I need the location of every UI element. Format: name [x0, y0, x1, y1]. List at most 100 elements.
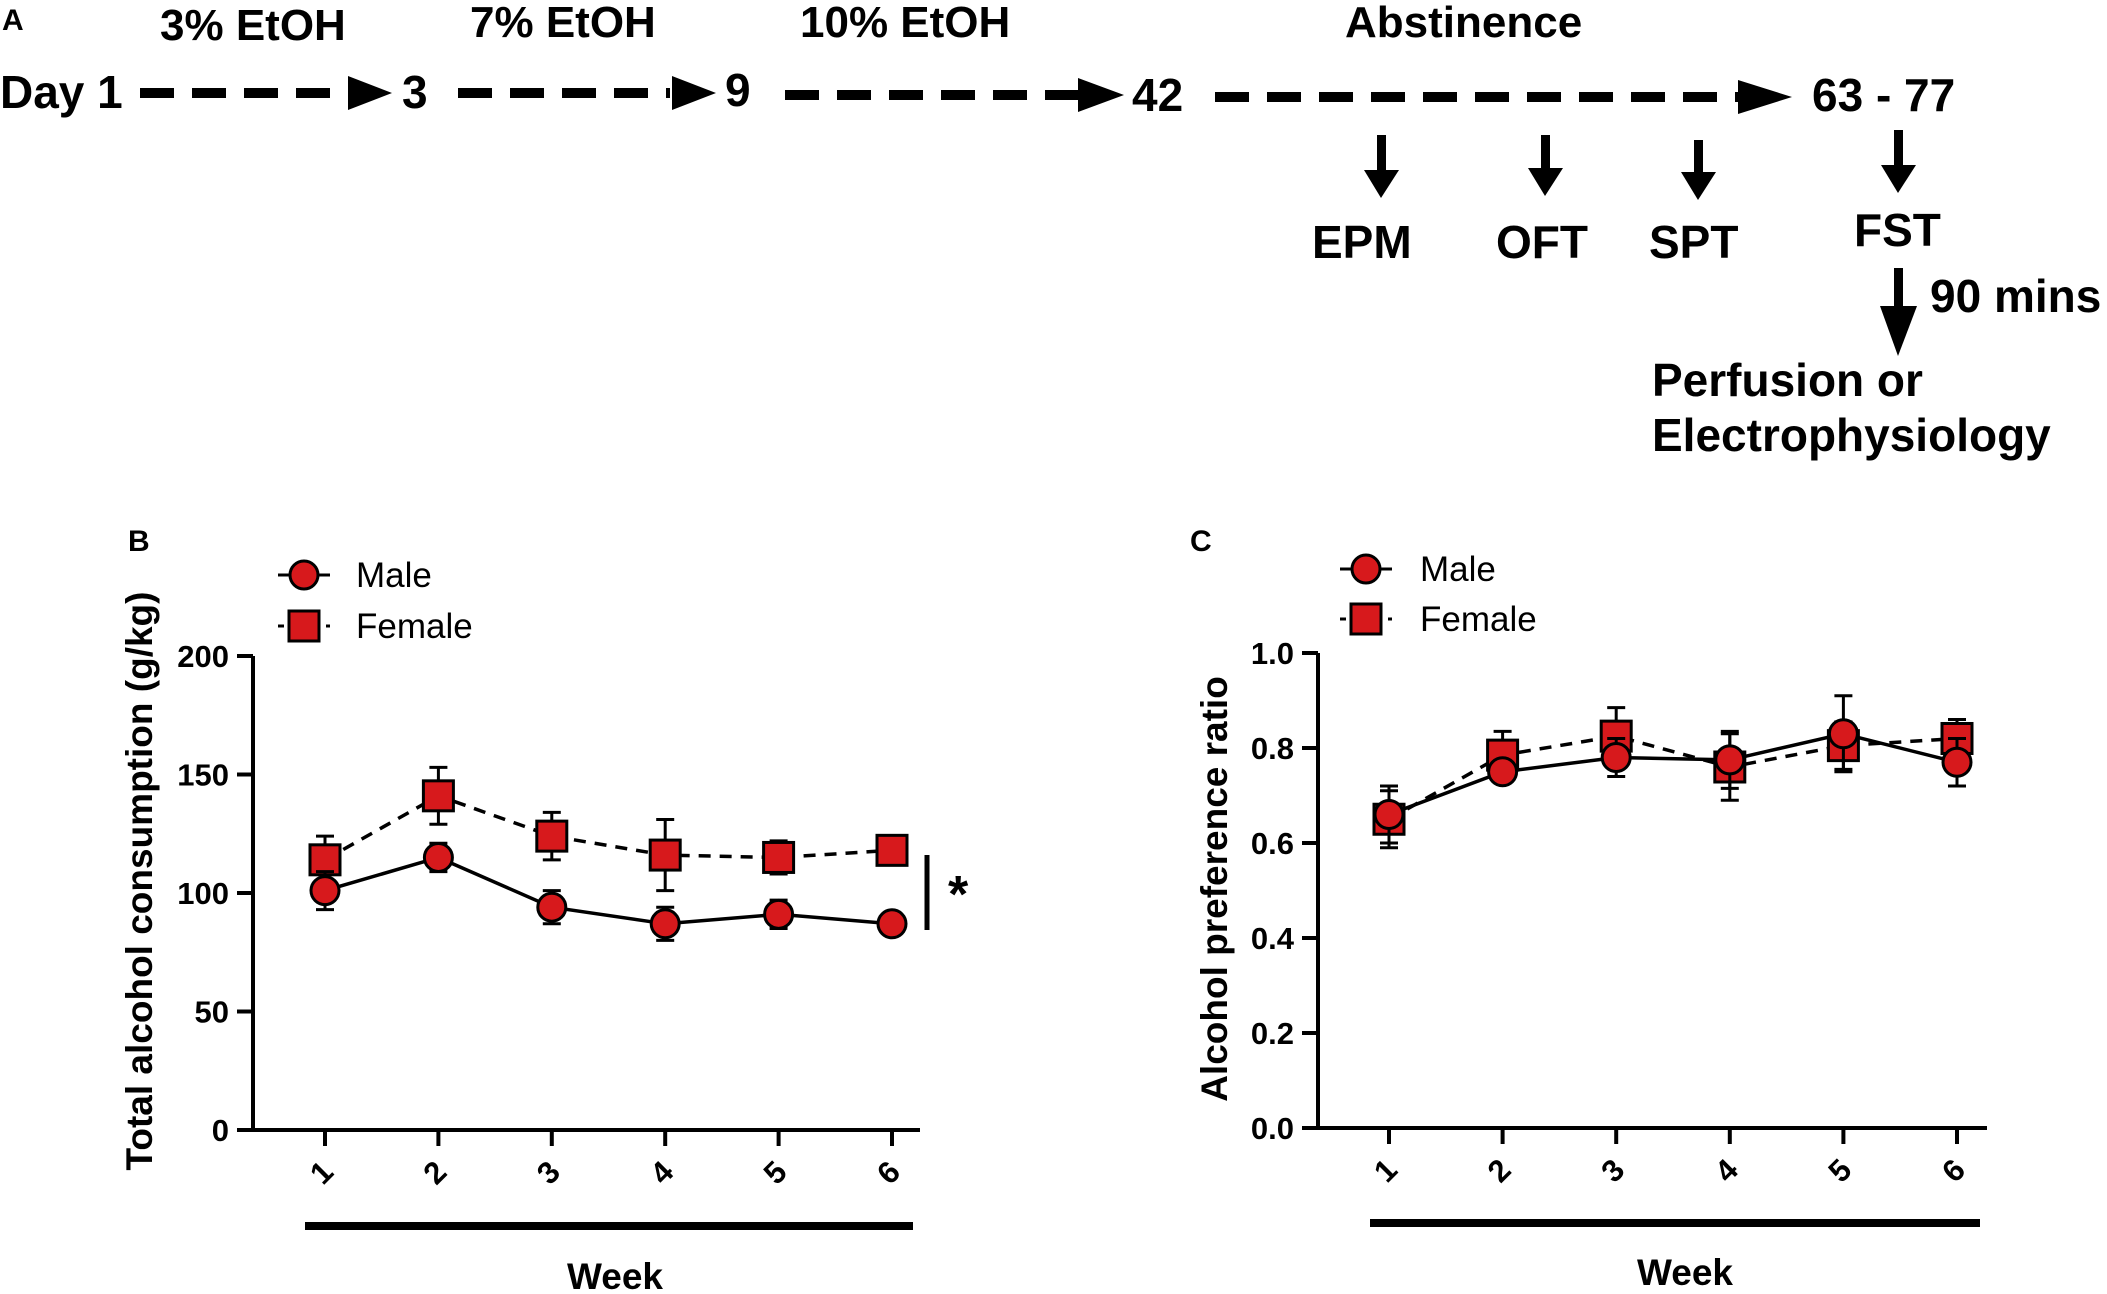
series-line-male	[324, 855, 893, 926]
point-female	[648, 838, 682, 872]
day-label-63-77: 63 - 77	[1812, 69, 1955, 121]
test-arrow-oft-shaft	[1541, 135, 1550, 171]
point-male	[649, 908, 681, 940]
point-male	[1373, 799, 1405, 830]
point-male	[876, 908, 908, 940]
y-tick-label: 200	[177, 639, 229, 674]
arrowhead-2	[672, 76, 716, 110]
test-arrows	[1364, 130, 1917, 356]
legend-female-label: Female	[356, 607, 473, 646]
series-line-male	[1388, 732, 1958, 817]
x-tick-label: 4	[643, 1154, 680, 1191]
panel-b-x-axis: 1 2 3 4 5 6	[253, 1128, 920, 1191]
x-tick-label: 2	[417, 1154, 454, 1191]
day-label-9: 9	[725, 64, 751, 116]
x-tick-label: 4	[1708, 1152, 1745, 1189]
day-label-3: 3	[402, 66, 428, 118]
point-female	[421, 779, 455, 813]
y-tick-label: 150	[177, 758, 229, 793]
panel-b-y-title: Total alcohol consumption (g/kg)	[119, 592, 160, 1171]
point-male	[1600, 742, 1632, 773]
point-male	[1941, 746, 1973, 778]
panel-b-significance-star: *	[948, 866, 969, 924]
y-tick-label: 50	[195, 995, 229, 1030]
point-male	[1827, 718, 1859, 750]
panel-a: A 3% EtOH 7% EtOH 10% EtOH Abstinence Da…	[0, 0, 2101, 461]
panel-b-y-axis: 0 50 100 150 200	[177, 639, 255, 1148]
point-male	[1487, 756, 1519, 788]
test-arrow-spt-head	[1681, 172, 1716, 200]
panel-a-letter: A	[2, 4, 24, 37]
panel-b-plot	[308, 765, 909, 942]
test-arrow-epm-shaft	[1377, 135, 1386, 173]
point-male	[1714, 744, 1746, 776]
day-label-1: Day 1	[0, 66, 123, 118]
x-tick-label: 6	[1935, 1152, 1972, 1189]
test-arrow-epm-head	[1364, 170, 1399, 198]
series-line-female	[324, 793, 893, 862]
timeline-arrowheads	[348, 76, 1792, 114]
test-arrow-oft-head	[1528, 168, 1563, 196]
x-tick-label: 6	[870, 1154, 907, 1191]
panel-c-y-axis: 0.0 0.2 0.4 0.6 0.8 1.0	[1251, 636, 1320, 1146]
endpoint-label-line2: Electrophysiology	[1652, 409, 2051, 461]
stage-label-10pct: 10% EtOH	[800, 0, 1010, 47]
timeline-arrows	[140, 88, 1740, 102]
x-tick-label: 5	[757, 1154, 794, 1191]
day-label-42: 42	[1132, 69, 1183, 121]
panel-c-x-title: Week	[1637, 1252, 1733, 1293]
y-tick-label: 0.0	[1251, 1111, 1294, 1146]
test-label-epm: EPM	[1312, 216, 1412, 268]
point-male	[536, 891, 568, 923]
endpoint-label-line1: Perfusion or	[1652, 354, 1923, 406]
panel-c-plot	[1372, 694, 1974, 850]
panel-c-y-title: Alcohol preference ratio	[1194, 676, 1235, 1102]
point-male	[422, 841, 454, 873]
test-label-fst: FST	[1854, 204, 1941, 256]
x-tick-label: 5	[1822, 1152, 1859, 1189]
y-tick-label: 0.4	[1251, 921, 1295, 956]
test-label-oft: OFT	[1496, 216, 1588, 268]
y-tick-label: 0.6	[1251, 826, 1294, 861]
point-female	[535, 819, 569, 853]
legend-male-marker	[288, 559, 320, 591]
panel-b-x-title: Week	[567, 1256, 663, 1294]
panel-b-legend: Male Female	[278, 556, 473, 646]
delay-arrow-head	[1880, 306, 1917, 356]
arrowhead-3	[1078, 78, 1124, 112]
y-tick-label: 1.0	[1251, 636, 1294, 671]
point-male	[309, 875, 341, 907]
y-tick-label: 100	[177, 876, 229, 911]
panel-b: B Male Female 0 50 100 150 200 1 2 3 4 5 6 Week T…	[119, 525, 969, 1294]
panel-b-letter: B	[128, 525, 150, 558]
legend-female-label: Female	[1420, 600, 1537, 639]
delay-arrow-shaft	[1894, 268, 1903, 310]
legend-male-marker	[1350, 553, 1382, 585]
arrowhead-4	[1738, 80, 1792, 114]
legend-female-marker	[287, 609, 321, 643]
panel-c-x-axis: 1 2 3 4 5 6	[1318, 1126, 1987, 1189]
panel-c-letter: C	[1190, 525, 1212, 558]
point-female	[762, 840, 796, 874]
y-tick-label: 0	[212, 1113, 229, 1148]
y-tick-label: 0.2	[1251, 1016, 1294, 1051]
x-tick-label: 2	[1481, 1152, 1518, 1189]
series-line-female	[1388, 734, 1958, 821]
x-tick-label: 1	[1367, 1152, 1404, 1189]
x-tick-label: 3	[1594, 1152, 1631, 1189]
arrowhead-1	[348, 76, 392, 110]
legend-male-label: Male	[356, 556, 432, 595]
delay-label: 90 mins	[1930, 270, 2101, 322]
point-female	[308, 843, 342, 877]
stage-label-abstinence: Abstinence	[1345, 0, 1582, 47]
test-label-spt: SPT	[1649, 216, 1738, 268]
legend-female-marker	[1349, 602, 1383, 636]
legend-male-label: Male	[1420, 550, 1496, 589]
stage-label-7pct: 7% EtOH	[470, 0, 656, 47]
point-male	[763, 898, 795, 930]
x-tick-label: 3	[530, 1154, 567, 1191]
test-arrow-spt-shaft	[1694, 140, 1703, 176]
x-tick-label: 1	[303, 1154, 340, 1191]
